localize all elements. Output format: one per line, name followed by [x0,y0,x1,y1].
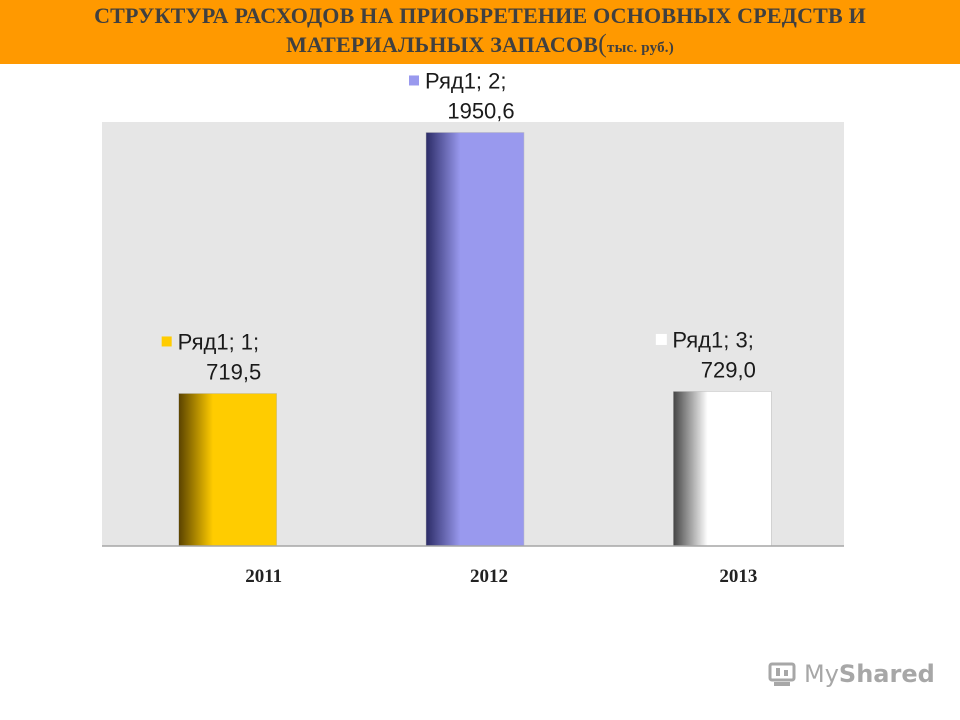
data-label-key-2012 [409,75,419,86]
x-tick-label-2012: 2012 [470,566,508,587]
data-label-key-2013 [655,333,667,345]
data-label-value-2013: 729,0 [701,357,756,382]
watermark: MyShared [766,656,935,692]
bar-2011 [178,393,277,547]
paren-open: ( [598,29,607,58]
data-label-value-2012: 1950,6 [447,98,514,123]
myshared-logo-icon [768,662,796,686]
watermark-text: MyShared [804,660,935,688]
chart-title-line-2: МАТЕРИАЛЬНЫХ ЗАПАСОВ(тыс. руб.) [286,30,674,62]
data-label-series-2011: Ряд1; 1; [178,329,260,354]
chart-title-line-1: СТРУКТУРА РАСХОДОВ НА ПРИОБРЕТЕНИЕ ОСНОВ… [94,3,866,28]
chart-title-main: МАТЕРИАЛЬНЫХ ЗАПАСОВ [286,32,599,57]
data-label-key-2011 [161,336,172,347]
x-tick-label-2013: 2013 [719,566,757,587]
data-label-series-2013: Ряд1; 3; [672,327,754,352]
chart-title-unit: тыс. руб. [607,40,669,56]
data-label-series-2012: Ряд1; 2; [425,68,507,93]
data-label-value-2011: 719,5 [206,359,261,384]
bar-2012 [425,132,525,547]
x-tick-label-2011: 2011 [245,566,282,587]
paren-close: ) [668,40,674,56]
bar-2013 [673,391,772,547]
title-bar: СТРУКТУРА РАСХОДОВ НА ПРИОБРЕТЕНИЕ ОСНОВ… [0,0,960,64]
